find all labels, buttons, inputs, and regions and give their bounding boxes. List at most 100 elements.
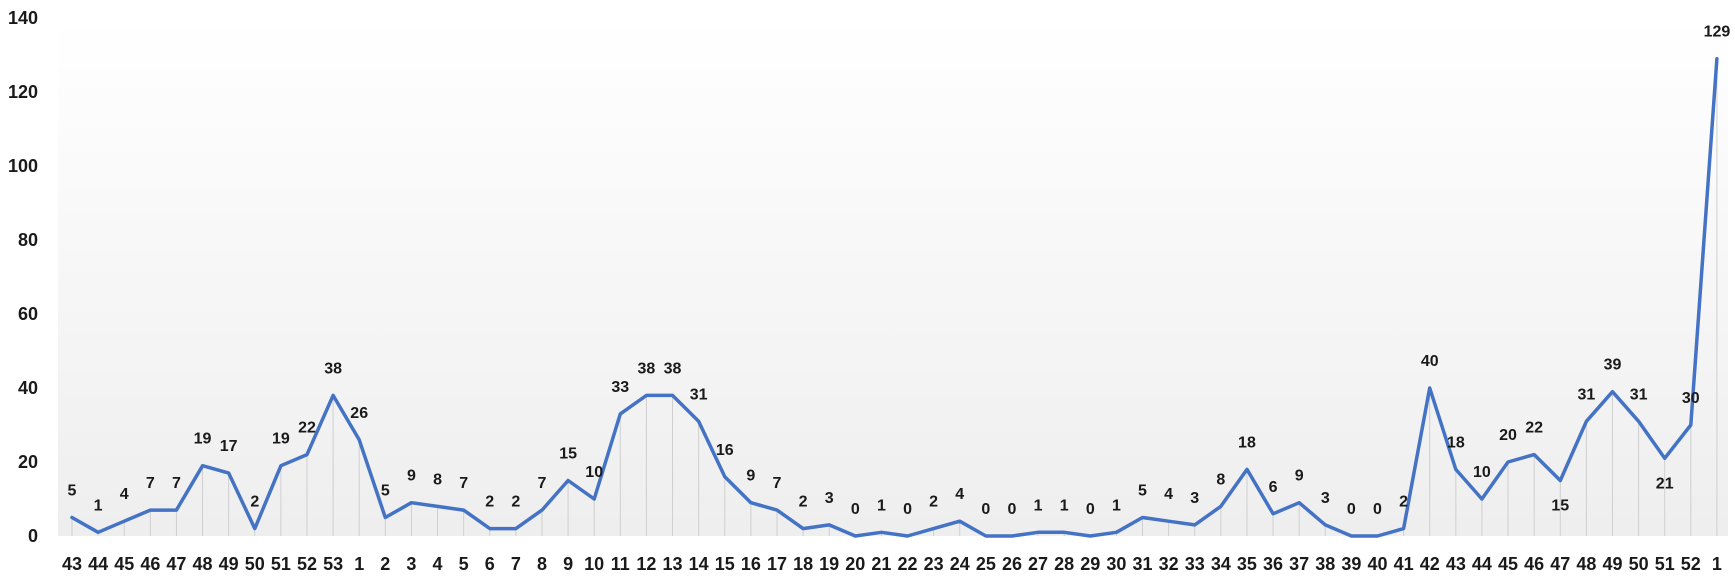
data-label: 1 xyxy=(1060,497,1069,514)
data-label: 38 xyxy=(664,360,682,377)
x-tick-label: 41 xyxy=(1394,554,1414,574)
data-label: 5 xyxy=(381,483,390,500)
y-axis: 0 20 40 60 80 100 120 140 xyxy=(8,8,38,546)
x-tick-label: 18 xyxy=(793,554,813,574)
data-label: 20 xyxy=(1499,427,1517,444)
data-label: 16 xyxy=(716,442,734,459)
data-label: 0 xyxy=(1373,501,1382,518)
data-label: 26 xyxy=(350,405,368,422)
x-tick-label: 28 xyxy=(1054,554,1074,574)
data-label: 0 xyxy=(1347,501,1356,518)
data-label: 4 xyxy=(120,486,129,503)
x-tick-label: 40 xyxy=(1367,554,1387,574)
x-tick-label: 43 xyxy=(1446,554,1466,574)
x-tick-label: 14 xyxy=(689,554,709,574)
x-tick-label: 20 xyxy=(845,554,865,574)
data-label: 33 xyxy=(611,379,629,396)
x-tick-label: 42 xyxy=(1420,554,1440,574)
data-label: 4 xyxy=(955,486,964,503)
x-tick-label: 10 xyxy=(584,554,604,574)
x-tick-label: 31 xyxy=(1132,554,1152,574)
x-tick-label: 39 xyxy=(1341,554,1361,574)
x-tick-label: 52 xyxy=(1681,554,1701,574)
data-label: 38 xyxy=(638,360,656,377)
x-axis: 43 44 45 46 47 48 49 50 51 52 53 1 2 3 4 5 6 7 8 9 10 11 12 13 1… xyxy=(62,554,1722,574)
y-tick-label: 60 xyxy=(18,304,38,324)
data-label: 0 xyxy=(851,501,860,518)
drop-lines xyxy=(71,58,1718,536)
x-tick-label: 1 xyxy=(354,554,364,574)
x-tick-label: 47 xyxy=(1550,554,1570,574)
data-label: 31 xyxy=(1577,386,1595,403)
data-label: 22 xyxy=(1525,420,1543,437)
x-tick-label: 45 xyxy=(1498,554,1518,574)
data-label: 15 xyxy=(559,446,577,463)
x-tick-label: 15 xyxy=(715,554,735,574)
x-tick-label: 53 xyxy=(323,554,343,574)
data-label: 18 xyxy=(1238,434,1256,451)
data-label: 3 xyxy=(825,490,834,507)
x-tick-label: 23 xyxy=(924,554,944,574)
data-label: 15 xyxy=(1551,498,1569,515)
x-tick-label: 47 xyxy=(166,554,186,574)
data-label: 7 xyxy=(146,475,155,492)
x-tick-label: 3 xyxy=(406,554,416,574)
data-label: 7 xyxy=(172,475,181,492)
data-label: 40 xyxy=(1421,353,1439,370)
data-label: 30 xyxy=(1682,390,1700,407)
y-tick-label: 40 xyxy=(18,378,38,398)
data-label: 17 xyxy=(220,438,238,455)
x-tick-label: 7 xyxy=(511,554,521,574)
data-label: 9 xyxy=(1295,468,1304,485)
x-tick-label: 4 xyxy=(433,554,443,574)
x-tick-label: 48 xyxy=(1576,554,1596,574)
data-label: 8 xyxy=(1216,471,1225,488)
x-tick-label: 34 xyxy=(1211,554,1231,574)
x-tick-label: 26 xyxy=(1002,554,1022,574)
x-tick-label: 9 xyxy=(563,554,573,574)
x-tick-label: 43 xyxy=(62,554,82,574)
x-tick-label: 44 xyxy=(88,554,108,574)
x-tick-label: 1 xyxy=(1712,554,1722,574)
x-tick-label: 51 xyxy=(1655,554,1675,574)
data-label: 5 xyxy=(68,483,77,500)
data-label: 2 xyxy=(1399,494,1408,511)
x-tick-label: 11 xyxy=(611,554,630,574)
x-tick-label: 50 xyxy=(1629,554,1649,574)
x-tick-label: 35 xyxy=(1237,554,1257,574)
x-tick-label: 38 xyxy=(1315,554,1335,574)
data-label: 10 xyxy=(1473,464,1491,481)
y-tick-label: 120 xyxy=(8,82,38,102)
data-label: 4 xyxy=(1164,486,1173,503)
x-tick-label: 33 xyxy=(1185,554,1205,574)
data-label: 7 xyxy=(773,475,782,492)
data-label: 8 xyxy=(433,471,442,488)
x-tick-label: 27 xyxy=(1028,554,1048,574)
x-tick-label: 13 xyxy=(663,554,683,574)
data-label: 3 xyxy=(1190,490,1199,507)
data-label: 9 xyxy=(746,468,755,485)
y-tick-label: 100 xyxy=(8,156,38,176)
data-label: 22 xyxy=(298,420,316,437)
data-label: 1 xyxy=(1034,497,1043,514)
data-label: 10 xyxy=(585,464,603,481)
data-label: 19 xyxy=(194,431,212,448)
x-tick-label: 6 xyxy=(485,554,495,574)
data-label: 0 xyxy=(981,501,990,518)
x-tick-label: 37 xyxy=(1289,554,1309,574)
x-tick-label: 44 xyxy=(1472,554,1492,574)
data-label: 0 xyxy=(1086,501,1095,518)
x-tick-label: 32 xyxy=(1159,554,1179,574)
x-tick-label: 50 xyxy=(245,554,265,574)
x-tick-label: 16 xyxy=(741,554,761,574)
x-tick-label: 30 xyxy=(1106,554,1126,574)
x-tick-label: 5 xyxy=(459,554,469,574)
y-tick-label: 20 xyxy=(18,452,38,472)
data-label: 39 xyxy=(1604,357,1622,374)
x-tick-label: 21 xyxy=(871,554,891,574)
y-tick-label: 80 xyxy=(18,230,38,250)
x-tick-label: 17 xyxy=(767,554,787,574)
x-tick-label: 46 xyxy=(140,554,160,574)
